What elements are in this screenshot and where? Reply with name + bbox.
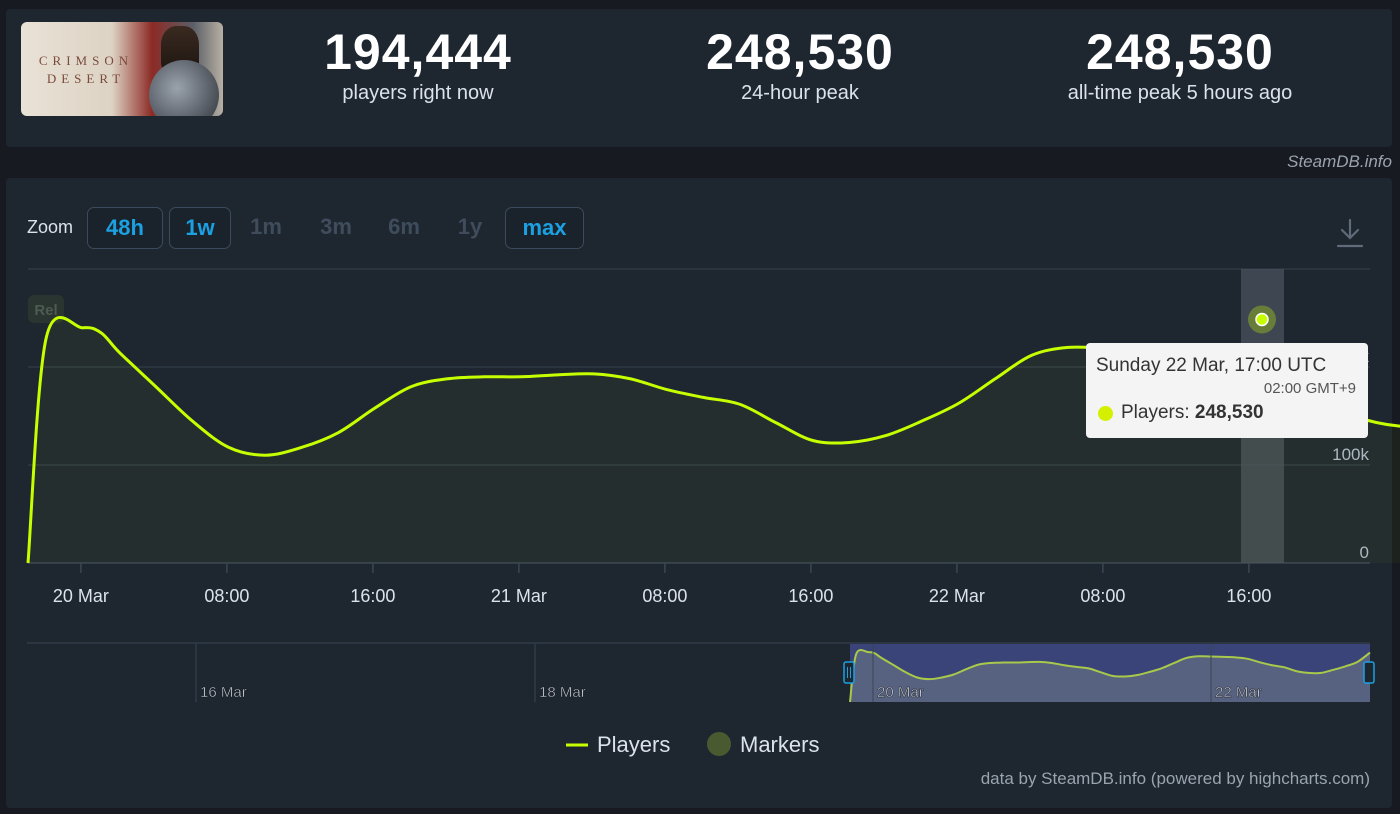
navigator-line [849,648,1371,703]
stat-label: players right now [342,82,494,104]
footer-credit[interactable]: data by SteamDB.info (powered by highcha… [980,769,1370,788]
tooltip-value: 248,530 [1194,402,1264,423]
highlight-point[interactable] [1255,312,1269,327]
y-tick-label: 100k [1332,445,1369,464]
x-tick-label: 21 Mar [491,586,547,606]
legend-players[interactable]: Players [597,732,671,757]
game-thumbnail[interactable]: CRIMSON DESERT [21,22,223,116]
x-tick-label: 16:00 [788,586,833,606]
tooltip-series-dot [1098,406,1113,421]
rel-badge[interactable]: Rel [28,295,64,323]
navigator-right-handle[interactable] [1363,661,1375,684]
zoom-48h-button[interactable]: 48h [87,207,163,249]
tooltip-series-label: Players: [1121,402,1190,423]
stat-label: 24-hour peak [741,82,859,104]
chart-tooltip: Sunday 22 Mar, 17:00 UTC 02:00 GMT+9 Pla… [1086,343,1368,438]
stat-value: 248,530 [1086,24,1274,80]
x-tick-label: 16:00 [350,586,395,606]
zoom-1m-button[interactable]: 1m [250,214,282,239]
stat-all-time-peak: 248,530 all-time peak 5 hours ago [1040,24,1320,106]
stat-value: 194,444 [324,24,512,80]
navigator-tick-label: 18 Mar [539,684,586,701]
x-tick-label: 08:00 [642,586,687,606]
navigator-tick-label: 16 Mar [200,684,247,701]
x-tick-label: 16:00 [1226,586,1271,606]
tooltip-date: Sunday 22 Mar, 17:00 UTC [1096,355,1327,376]
zoom-6m-button[interactable]: 6m [388,214,420,239]
legend-markers-symbol [707,732,731,756]
x-axis-ticks: 20 Mar 08:00 16:00 21 Mar 08:00 16:00 22 Mar 08… [53,563,1271,606]
legend-markers[interactable]: Markers [740,732,820,757]
tooltip-local-time: 02:00 GMT+9 [1263,380,1356,397]
stat-current-players: 194,444 players right now [290,24,546,106]
players-area [28,317,1400,563]
zoom-max-button[interactable]: max [505,207,584,249]
zoom-1y-button[interactable]: 1y [457,214,483,239]
navigator-tick-label: 20 Mar [877,684,924,701]
zoom-label: Zoom [27,217,74,237]
x-tick-label: 08:00 [1080,586,1125,606]
download-icon[interactable] [1336,218,1364,248]
navigator-ticks: 16 Mar 18 Mar 20 Mar 22 Mar [195,644,1262,702]
game-logo-text: CRIMSON DESERT [38,53,134,86]
tooltip-value-line: Players: 248,530 [1121,402,1264,424]
x-tick-label: 08:00 [204,586,249,606]
stat-label: all-time peak 5 hours ago [1067,82,1293,104]
x-tick-label: 20 Mar [53,586,109,606]
navigator-tick-label: 22 Mar [1215,684,1262,701]
chart-panel [6,178,1392,808]
zoom-3m-button[interactable]: 3m [320,214,352,239]
zoom-1w-button[interactable]: 1w [169,207,231,249]
stat-value: 248,530 [706,24,894,80]
navigator-left-handle[interactable] [843,661,855,684]
stat-24h-peak: 248,530 24-hour peak [660,24,940,106]
stats-panel [6,9,1392,147]
source-credit[interactable]: SteamDB.info [1287,152,1392,171]
x-tick-label: 22 Mar [929,586,985,606]
rel-badge-label: Rel [34,302,57,319]
y-tick-label: 0 [1360,543,1369,562]
thumbnail-shield [149,60,219,116]
